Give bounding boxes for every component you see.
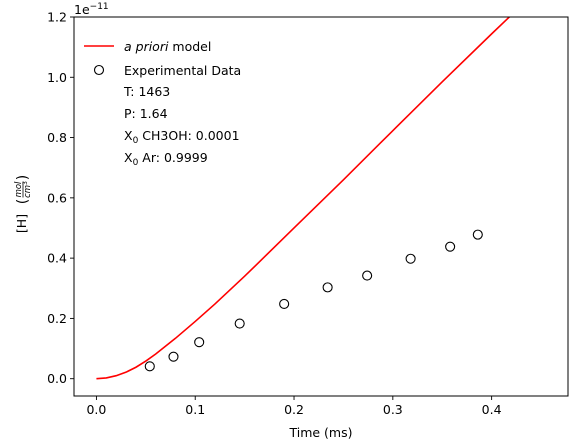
data-point <box>406 254 415 263</box>
svg-text:cm3: cm3 <box>22 181 33 198</box>
svg-text:): ) <box>15 175 31 180</box>
legend-marker-swatch <box>95 66 104 75</box>
y-axis-label: [H] ( mol cm3 ) <box>14 175 33 233</box>
data-point <box>323 283 332 292</box>
x-axis: 0.0 0.1 0.2 0.3 0.4 <box>86 396 501 417</box>
conditions-annotations: T: 1463 P: 1.64 X0 CH3OH: 0.0001 X0 Ar: 0.9… <box>123 84 240 168</box>
data-point <box>363 271 372 280</box>
legend-label-experimental: Experimental Data <box>124 63 241 78</box>
data-point <box>145 362 154 371</box>
legend-entry-experimental: Experimental Data <box>95 63 242 78</box>
y-tick-label: 1.2 <box>47 10 67 25</box>
svg-text:[H]: [H] <box>14 214 29 233</box>
data-point <box>195 338 204 347</box>
x-tick-label: 0.1 <box>185 402 205 417</box>
condition-annotation: T: 1463 <box>123 84 170 99</box>
y-axis: 0.0 0.2 0.4 0.6 0.8 1.0 1.2 <box>47 10 74 387</box>
x-tick-label: 0.2 <box>284 402 304 417</box>
x-tick-label: 0.3 <box>383 402 403 417</box>
svg-text:(: ( <box>15 199 31 204</box>
legend-entry-model: a priori model <box>84 39 211 54</box>
model-line <box>96 0 546 379</box>
x-axis-label: Time (ms) <box>288 425 352 440</box>
data-point <box>169 352 178 361</box>
condition-annotation: X0 Ar: 0.9999 <box>124 150 208 168</box>
data-point <box>235 319 244 328</box>
y-tick-label: 0.4 <box>47 251 67 266</box>
data-point <box>473 230 482 239</box>
plot-area <box>96 0 546 379</box>
data-point <box>446 242 455 251</box>
x-tick-label: 0.0 <box>86 402 106 417</box>
y-offset-label: 1e−11 <box>74 2 109 17</box>
y-tick-label: 0.6 <box>47 190 67 205</box>
condition-annotation: P: 1.64 <box>124 106 168 121</box>
y-tick-label: 0.0 <box>47 371 67 386</box>
y-tick-label: 0.2 <box>47 311 67 326</box>
legend: a priori model Experimental Data T: 1463… <box>84 39 241 168</box>
y-tick-label: 1.0 <box>47 70 67 85</box>
y-tick-label: 0.8 <box>47 130 67 145</box>
x-tick-label: 0.4 <box>482 402 502 417</box>
legend-label-model: a priori model <box>124 39 211 54</box>
data-point <box>280 299 289 308</box>
condition-annotation: X0 CH3OH: 0.0001 <box>124 128 240 146</box>
